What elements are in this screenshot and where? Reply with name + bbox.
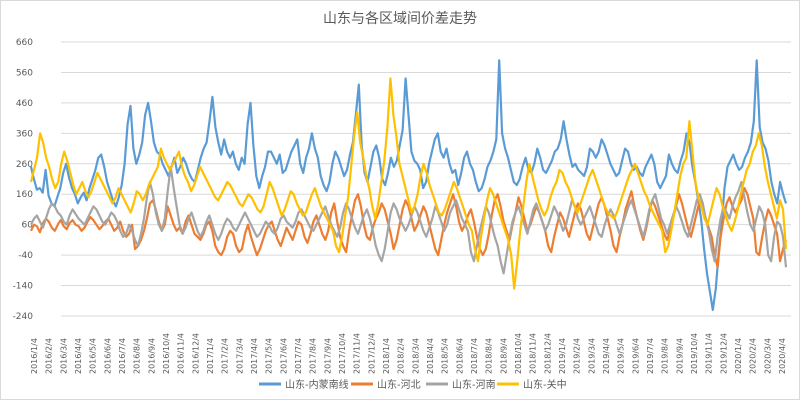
series-line-3 bbox=[29, 77, 788, 290]
x-tick-label: 2018/12/4 bbox=[543, 333, 552, 374]
x-tick-label: 2020/4/4 bbox=[778, 338, 787, 374]
y-tick-label: 60 bbox=[22, 221, 34, 231]
x-tick-label: 2018/11/4 bbox=[529, 333, 538, 374]
x-tick-label: 2020/1/4 bbox=[734, 338, 743, 374]
x-tick-label: 2019/7/4 bbox=[646, 338, 655, 374]
x-tick-label: 2018/5/4 bbox=[441, 338, 450, 374]
x-axis: 2016/1/4 2016/2/4 2016/3/4 2016/4/4 2016/5/4… bbox=[30, 333, 787, 374]
x-tick-label: 2017/12/4 bbox=[367, 333, 376, 374]
y-tick-label: 360 bbox=[16, 129, 33, 139]
x-tick-label: 2019/6/4 bbox=[631, 338, 640, 374]
x-tick-label: 2018/7/4 bbox=[470, 338, 479, 374]
y-tick-label: 260 bbox=[16, 160, 33, 170]
x-tick-label: 2016/4/4 bbox=[74, 338, 83, 374]
x-tick-label: 2016/8/4 bbox=[133, 338, 142, 374]
x-tick-label: 2017/7/4 bbox=[294, 338, 303, 374]
x-tick-label: 2018/3/4 bbox=[411, 338, 420, 374]
x-tick-label: 2016/7/4 bbox=[118, 338, 127, 374]
x-tick-label: 2017/4/4 bbox=[250, 338, 259, 374]
legend-label-0: 山东-内蒙南线 bbox=[285, 378, 349, 391]
x-tick-label: 2017/6/4 bbox=[279, 338, 288, 374]
x-tick-label: 2019/12/4 bbox=[719, 333, 728, 374]
x-tick-label: 2019/4/4 bbox=[602, 338, 611, 374]
chart-title: 山东与各区域间价差走势 bbox=[323, 11, 477, 27]
legend-label-3: 山东-关中 bbox=[523, 378, 567, 391]
x-tick-label: 2017/5/4 bbox=[265, 338, 274, 374]
y-tick-label: 460 bbox=[16, 99, 33, 109]
x-tick-label: 2016/3/4 bbox=[59, 338, 68, 374]
series-line-2 bbox=[30, 165, 788, 275]
x-tick-label: 2019/5/4 bbox=[617, 338, 626, 374]
x-tick-label: 2019/9/4 bbox=[675, 338, 684, 374]
y-tick-label: -40 bbox=[18, 251, 33, 261]
x-tick-label: 2020/3/4 bbox=[763, 338, 772, 374]
legend-label-1: 山东-河北 bbox=[377, 378, 421, 391]
y-tick-label: -140 bbox=[13, 282, 34, 292]
x-tick-label: 2017/1/4 bbox=[206, 338, 215, 374]
y-tick-label: 160 bbox=[16, 190, 33, 200]
x-tick-label: 2018/1/4 bbox=[382, 338, 391, 374]
series-lines bbox=[29, 59, 788, 311]
legend: 山东-内蒙南线 山东-河北 山东-河南 山东-关中 bbox=[259, 378, 567, 391]
x-tick-label: 2019/1/4 bbox=[558, 338, 567, 374]
x-tick-label: 2018/8/4 bbox=[485, 338, 494, 374]
x-tick-label: 2017/2/4 bbox=[221, 338, 230, 374]
x-tick-label: 2019/11/4 bbox=[705, 333, 714, 374]
x-tick-label: 2016/1/4 bbox=[30, 338, 39, 374]
x-tick-label: 2016/9/4 bbox=[147, 338, 156, 374]
x-tick-label: 2019/10/4 bbox=[690, 333, 699, 374]
x-tick-label: 2018/10/4 bbox=[514, 333, 523, 374]
x-tick-label: 2019/8/4 bbox=[661, 338, 670, 374]
y-tick-label: 660 bbox=[16, 38, 33, 48]
x-tick-label: 2017/9/4 bbox=[323, 338, 332, 374]
x-tick-label: 2016/2/4 bbox=[45, 338, 54, 374]
x-tick-label: 2016/11/4 bbox=[177, 333, 186, 374]
x-tick-label: 2017/11/4 bbox=[353, 333, 362, 374]
x-tick-label: 2019/3/4 bbox=[587, 338, 596, 374]
gridlines bbox=[61, 41, 791, 317]
x-tick-label: 2017/8/4 bbox=[309, 338, 318, 374]
series-line-0 bbox=[29, 59, 788, 311]
x-tick-label: 2016/12/4 bbox=[191, 333, 200, 374]
x-tick-label: 2016/6/4 bbox=[103, 338, 112, 374]
x-tick-label: 2016/5/4 bbox=[89, 338, 98, 374]
y-tick-label: 560 bbox=[16, 68, 33, 78]
y-axis: 660 560 460 360 260 160 60 -40 -140 -240 bbox=[13, 38, 34, 322]
x-tick-label: 2020/2/4 bbox=[749, 338, 758, 374]
x-tick-label: 2018/4/4 bbox=[426, 338, 435, 374]
x-tick-label: 2017/10/4 bbox=[338, 333, 347, 374]
legend-label-2: 山东-河南 bbox=[452, 378, 496, 391]
x-tick-label: 2018/9/4 bbox=[499, 338, 508, 374]
x-tick-label: 2018/6/4 bbox=[455, 338, 464, 374]
x-tick-label: 2016/10/4 bbox=[162, 333, 171, 374]
x-tick-label: 2018/2/4 bbox=[397, 338, 406, 374]
y-tick-label: -240 bbox=[13, 312, 34, 322]
x-tick-label: 2017/3/4 bbox=[235, 338, 244, 374]
x-tick-label: 2019/2/4 bbox=[573, 338, 582, 374]
